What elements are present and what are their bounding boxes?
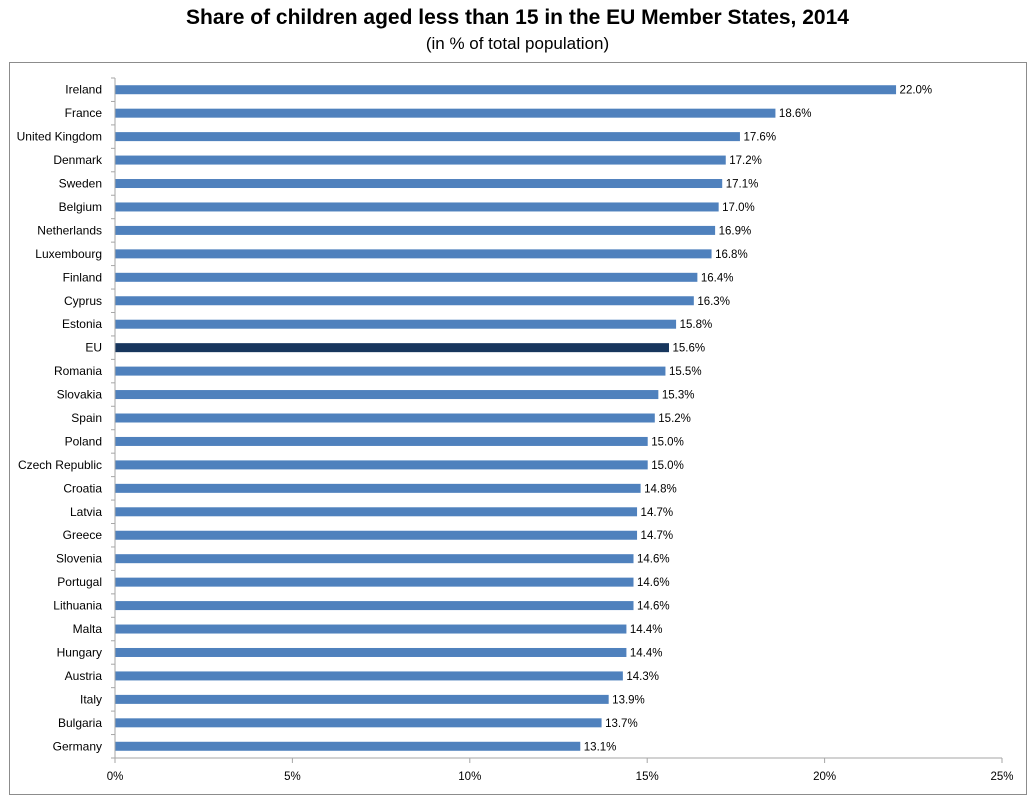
category-label: Luxembourg xyxy=(35,247,102,261)
value-label: 22.0% xyxy=(900,85,933,97)
value-label: 16.3% xyxy=(697,296,730,308)
value-label: 14.4% xyxy=(630,647,663,659)
value-label: 15.6% xyxy=(672,343,705,355)
bar-romania xyxy=(115,366,666,376)
value-label: 15.5% xyxy=(669,366,702,378)
category-label: United Kingdom xyxy=(17,130,102,144)
value-label: 16.4% xyxy=(701,272,734,284)
category-label: Denmark xyxy=(53,153,103,167)
chart-title: Share of children aged less than 15 in t… xyxy=(186,6,849,29)
value-label: 13.7% xyxy=(605,718,638,730)
bar-austria xyxy=(115,671,623,681)
bar-croatia xyxy=(115,483,641,493)
category-label: Romania xyxy=(54,364,102,378)
x-tick-label: 0% xyxy=(107,771,124,783)
value-label: 17.0% xyxy=(722,202,755,214)
category-label: Spain xyxy=(71,411,102,425)
value-label: 16.8% xyxy=(715,249,748,261)
category-label: Czech Republic xyxy=(18,458,102,472)
category-label: Finland xyxy=(63,270,102,284)
x-tick-label: 20% xyxy=(813,771,836,783)
category-label: Lithuania xyxy=(53,599,102,613)
bar-belgium xyxy=(115,202,719,212)
category-label: Italy xyxy=(80,692,102,706)
category-label: Germany xyxy=(53,739,102,753)
category-label: Hungary xyxy=(57,645,102,659)
category-label: Belgium xyxy=(59,200,102,214)
value-label: 14.6% xyxy=(637,601,670,613)
value-label: 15.3% xyxy=(662,390,695,402)
value-label: 14.8% xyxy=(644,483,677,495)
value-label: 15.0% xyxy=(651,436,684,448)
value-label: 14.3% xyxy=(626,671,659,683)
bar-germany xyxy=(115,741,581,751)
bar-greece xyxy=(115,530,638,540)
bar-ireland xyxy=(115,85,897,95)
x-tick-label: 25% xyxy=(990,771,1013,783)
bar-luxembourg xyxy=(115,249,712,259)
bar-portugal xyxy=(115,577,634,587)
value-label: 14.4% xyxy=(630,624,663,636)
bar-malta xyxy=(115,624,627,634)
value-label: 14.7% xyxy=(641,507,674,519)
value-label: 15.8% xyxy=(680,319,713,331)
bar-united-kingdom xyxy=(115,132,740,142)
x-tick-label: 15% xyxy=(636,771,659,783)
value-label: 14.7% xyxy=(641,530,674,542)
category-label: Ireland xyxy=(65,83,102,97)
value-label: 17.2% xyxy=(729,155,762,167)
bar-bulgaria xyxy=(115,718,602,728)
category-label: Sweden xyxy=(59,177,102,191)
value-label: 16.9% xyxy=(719,225,752,237)
bar-czech-republic xyxy=(115,460,648,470)
bar-eu xyxy=(115,343,669,353)
category-label: Malta xyxy=(73,622,103,636)
value-label: 14.6% xyxy=(637,554,670,566)
category-label: Netherlands xyxy=(37,223,102,237)
category-label: France xyxy=(65,106,103,120)
bar-lithuania xyxy=(115,601,634,611)
category-label: Austria xyxy=(65,669,103,683)
bar-italy xyxy=(115,694,609,704)
category-label: Bulgaria xyxy=(58,716,102,730)
bar-netherlands xyxy=(115,225,716,235)
bar-denmark xyxy=(115,155,726,165)
value-label: 15.0% xyxy=(651,460,684,472)
value-label: 13.9% xyxy=(612,694,645,706)
value-label: 14.6% xyxy=(637,577,670,589)
value-label: 17.1% xyxy=(726,179,759,191)
category-label: Poland xyxy=(65,434,102,448)
bar-hungary xyxy=(115,647,627,657)
category-label: Portugal xyxy=(57,575,102,589)
chart-subtitle: (in % of total population) xyxy=(425,34,610,53)
bar-finland xyxy=(115,272,698,282)
bar-france xyxy=(115,108,776,118)
category-label: Slovenia xyxy=(56,552,102,566)
category-label: Greece xyxy=(63,528,103,542)
category-label: Latvia xyxy=(70,505,102,519)
bar-estonia xyxy=(115,319,677,329)
category-label: Cyprus xyxy=(64,294,102,308)
chart-frame xyxy=(9,62,1027,795)
bar-slovenia xyxy=(115,554,634,564)
value-label: 15.2% xyxy=(658,413,691,425)
bar-sweden xyxy=(115,179,723,189)
x-tick-label: 5% xyxy=(284,771,301,783)
bar-latvia xyxy=(115,507,638,517)
bar-cyprus xyxy=(115,296,694,306)
value-label: 17.6% xyxy=(743,132,776,144)
bar-spain xyxy=(115,413,655,423)
bar-slovakia xyxy=(115,390,659,400)
category-label: Estonia xyxy=(62,317,102,331)
category-label: Croatia xyxy=(63,481,102,495)
x-tick-label: 10% xyxy=(458,771,481,783)
category-label: Slovakia xyxy=(57,388,103,402)
value-label: 13.1% xyxy=(584,741,617,753)
value-label: 18.6% xyxy=(779,108,812,120)
category-label: EU xyxy=(85,341,102,355)
bar-poland xyxy=(115,436,648,446)
